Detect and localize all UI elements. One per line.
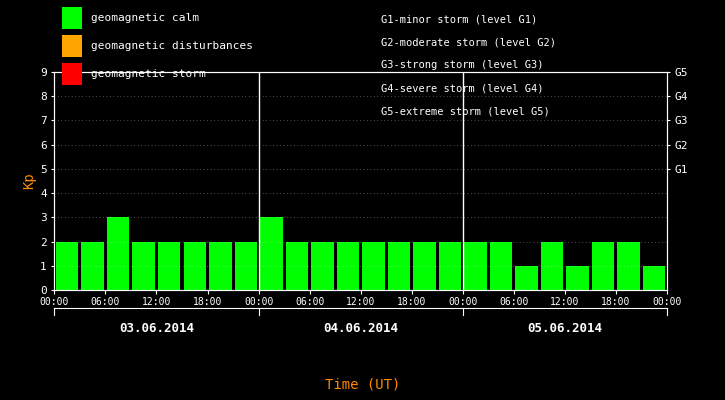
Bar	[413, 242, 436, 290]
Bar	[158, 242, 181, 290]
Text: 05.06.2014: 05.06.2014	[527, 322, 602, 334]
Bar	[235, 242, 257, 290]
Text: geomagnetic calm: geomagnetic calm	[91, 13, 199, 23]
Bar	[81, 242, 104, 290]
Bar	[388, 242, 410, 290]
Text: G2-moderate storm (level G2): G2-moderate storm (level G2)	[381, 37, 555, 47]
Bar	[541, 242, 563, 290]
Bar	[286, 242, 308, 290]
Text: G4-severe storm (level G4): G4-severe storm (level G4)	[381, 84, 543, 94]
Text: 03.06.2014: 03.06.2014	[119, 322, 194, 334]
Bar	[618, 242, 640, 290]
Bar	[592, 242, 614, 290]
Bar	[643, 266, 666, 290]
Bar	[490, 242, 513, 290]
Bar	[107, 217, 130, 290]
Text: 04.06.2014: 04.06.2014	[323, 322, 398, 334]
Text: geomagnetic storm: geomagnetic storm	[91, 69, 205, 79]
Bar	[311, 242, 334, 290]
Bar	[260, 217, 283, 290]
Bar	[515, 266, 538, 290]
Bar	[183, 242, 206, 290]
Text: Time (UT): Time (UT)	[325, 378, 400, 392]
Bar	[336, 242, 359, 290]
Text: geomagnetic disturbances: geomagnetic disturbances	[91, 41, 252, 51]
Bar	[209, 242, 231, 290]
Bar	[362, 242, 385, 290]
Y-axis label: Kp: Kp	[22, 173, 36, 189]
Bar	[56, 242, 78, 290]
Bar	[464, 242, 486, 290]
Text: G1-minor storm (level G1): G1-minor storm (level G1)	[381, 14, 537, 24]
Text: G5-extreme storm (level G5): G5-extreme storm (level G5)	[381, 107, 550, 117]
Text: G3-strong storm (level G3): G3-strong storm (level G3)	[381, 60, 543, 70]
Bar	[566, 266, 589, 290]
Bar	[133, 242, 155, 290]
Bar	[439, 242, 461, 290]
